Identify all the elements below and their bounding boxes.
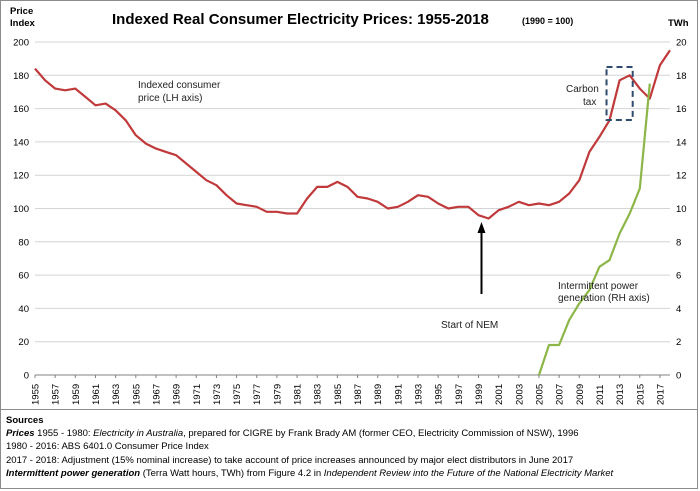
price-index-line: [34, 49, 671, 220]
price-series-label-line2: price (LH axis): [138, 93, 202, 104]
right-tick-label: 2: [676, 337, 681, 348]
x-tick-label: 2005: [534, 384, 545, 405]
left-tick-label: 80: [18, 237, 29, 248]
x-tick-label: 1981: [293, 384, 304, 405]
left-tick-label: 0: [24, 371, 29, 382]
nem-arrow-head: [477, 222, 486, 233]
right-y-axis: 0 2 4 6 8 10 12 14 16 18 20: [676, 38, 687, 382]
right-tick-label: 4: [676, 304, 681, 315]
x-tick-label: 1961: [91, 384, 102, 405]
x-tick-label: 1995: [434, 384, 445, 405]
sources-prices-label: Prices: [6, 428, 35, 440]
x-tick-label: 1993: [414, 384, 425, 405]
x-axis: 1955 1957 1959 1961 1963 1965 1967 1969 1971 1973…: [31, 375, 666, 405]
chart-title: Indexed Real Consumer Electricity Prices…: [112, 11, 489, 28]
x-tick-label: 1979: [272, 384, 283, 405]
right-tick-label: 20: [676, 38, 687, 49]
sources-line-prices: Prices 1955 - 1980: Electricity in Austr…: [6, 427, 698, 440]
right-tick-label: 14: [676, 137, 687, 148]
x-tick-label: 1989: [373, 384, 384, 405]
x-tick-label: 2001: [494, 384, 505, 405]
right-axis-title: TWh: [668, 18, 689, 29]
x-tick-label: 2011: [595, 385, 606, 405]
right-tick-label: 10: [676, 204, 687, 215]
x-tick-label: 1991: [393, 384, 404, 405]
x-tick-label: 2007: [555, 384, 566, 405]
x-tick-label: 1957: [51, 384, 62, 405]
series-lines: [34, 49, 671, 376]
carbon-tax-label-line2: tax: [583, 97, 596, 108]
x-tick-label: 1977: [252, 384, 263, 405]
left-tick-label: 60: [18, 271, 29, 282]
x-tick-label: 1963: [111, 384, 122, 405]
sources-heading: Sources: [6, 415, 44, 426]
x-tick-label: 1975: [232, 384, 243, 405]
x-tick-label: 1987: [353, 384, 364, 405]
x-tick-label: 1999: [474, 384, 485, 405]
price-series-label-line1: Indexed consumer: [138, 80, 221, 91]
left-tick-label: 120: [13, 171, 29, 182]
x-tick-label: 1997: [454, 384, 465, 405]
x-tick-label: 1969: [172, 384, 183, 405]
carbon-tax-box: [605, 66, 634, 121]
x-tick-label: 2015: [635, 384, 646, 405]
left-axis-title-line1: Price: [10, 6, 33, 17]
right-tick-label: 6: [676, 271, 681, 282]
left-tick-label: 100: [13, 204, 29, 215]
grid-lines: [35, 41, 670, 376]
x-tick-label: 1967: [151, 384, 162, 405]
annotations: Indexed consumer price (LH axis) Carbon …: [138, 66, 650, 331]
sources-panel: Sources Prices 1955 - 1980: Electricity …: [0, 409, 698, 489]
sources-prices-years: 1955 - 1980:: [34, 428, 94, 440]
nem-label: Start of NEM: [441, 320, 498, 331]
intermittent-generation-line: [537, 83, 651, 376]
sources-line-intermittent: Intermittent power generation (Terra Wat…: [6, 467, 698, 480]
left-tick-label: 160: [13, 104, 29, 115]
x-tick-label: 2009: [575, 384, 586, 405]
left-tick-label: 180: [13, 71, 29, 82]
carbon-tax-label-line1: Carbon: [566, 84, 599, 95]
left-tick-label: 140: [13, 137, 29, 148]
intermittent-series-label-line1: Intermittent power: [558, 281, 639, 292]
sources-intermittent-detail: (Terra Watt hours, TWh) from Figure 4.2 …: [140, 467, 324, 479]
sources-prices-detail: , prepared for CIGRE by Frank Brady AM (…: [183, 428, 579, 440]
x-tick-label: 1955: [31, 384, 42, 405]
left-tick-label: 200: [13, 38, 29, 49]
sources-prices-book: Electricity in Australia: [93, 428, 184, 440]
x-tick-label: 1983: [313, 384, 324, 405]
x-tick-label: 1985: [333, 384, 344, 405]
sources-line-adjustment: 2017 - 2018: Adjustment (15% nominal inc…: [6, 454, 574, 466]
sources-line-abs: 1980 - 2016: ABS 6401.0 Consumer Price I…: [6, 441, 209, 453]
x-tick-label: 1973: [212, 384, 223, 405]
left-y-axis: 0 20 40 60 80 100 120 140 160 180 200: [13, 38, 29, 382]
electricity-price-chart: Indexed Real Consumer Electricity Prices…: [10, 6, 689, 405]
x-tick-label: 2013: [615, 384, 626, 405]
right-tick-label: 16: [676, 104, 687, 115]
left-tick-label: 20: [18, 337, 29, 348]
x-tick-label: 2017: [655, 384, 666, 405]
left-axis-title-line2: Index: [10, 18, 36, 29]
chart-subtitle: (1990 = 100): [522, 16, 573, 26]
sources-intermittent-report: Independent Review into the Future of th…: [323, 467, 614, 479]
intermittent-series-label-line2: generation (RH axis): [558, 293, 650, 304]
x-tick-label: 1959: [71, 384, 82, 405]
right-tick-label: 18: [676, 71, 687, 82]
sources-intermittent-label: Intermittent power generation: [6, 467, 141, 479]
x-tick-label: 1965: [131, 384, 142, 405]
x-tick-label: 1971: [192, 384, 203, 405]
right-tick-label: 0: [676, 371, 681, 382]
left-tick-label: 40: [18, 304, 29, 315]
right-tick-label: 8: [676, 237, 681, 248]
right-tick-label: 12: [676, 171, 687, 182]
x-tick-label: 2003: [514, 384, 525, 405]
